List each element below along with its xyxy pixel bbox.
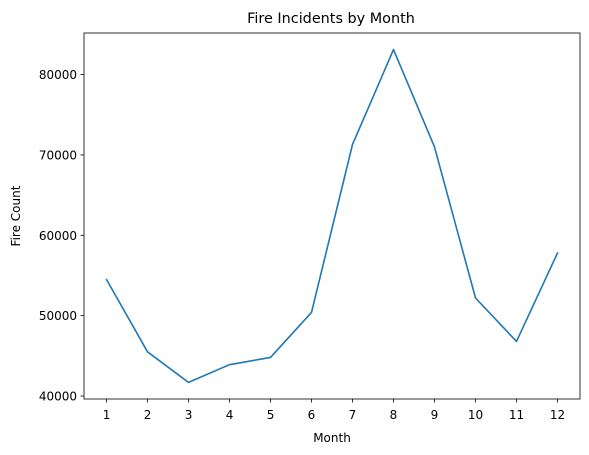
x-tick-label: 2 — [144, 408, 152, 422]
y-axis-label: Fire Count — [9, 185, 23, 246]
x-tick-label: 12 — [550, 408, 565, 422]
x-tick-label: 5 — [267, 408, 275, 422]
y-axis: 40000 50000 60000 70000 80000 — [39, 68, 84, 404]
y-tick-label: 70000 — [39, 148, 77, 162]
x-tick-label: 6 — [308, 408, 316, 422]
y-tick-label: 80000 — [39, 68, 77, 82]
chart-title: Fire Incidents by Month — [247, 11, 415, 27]
plot-area — [105, 48, 559, 384]
x-tick-label: 4 — [226, 408, 234, 422]
x-tick-label: 7 — [349, 408, 357, 422]
x-tick-label: 9 — [431, 408, 439, 422]
x-tick-label: 3 — [185, 408, 193, 422]
x-tick-label: 8 — [390, 408, 398, 422]
x-tick-label: 1 — [103, 408, 111, 422]
x-axis: 1 2 3 4 5 6 7 8 9 10 11 12 — [103, 399, 565, 422]
plot-frame — [83, 32, 581, 400]
x-axis-label: Month — [313, 431, 351, 445]
y-tick-label: 40000 — [39, 390, 77, 404]
y-tick-label: 60000 — [39, 229, 77, 243]
series-line — [105, 48, 559, 384]
y-tick-label: 50000 — [39, 309, 77, 323]
x-tick-label: 10 — [468, 408, 483, 422]
x-tick-label: 11 — [509, 408, 524, 422]
